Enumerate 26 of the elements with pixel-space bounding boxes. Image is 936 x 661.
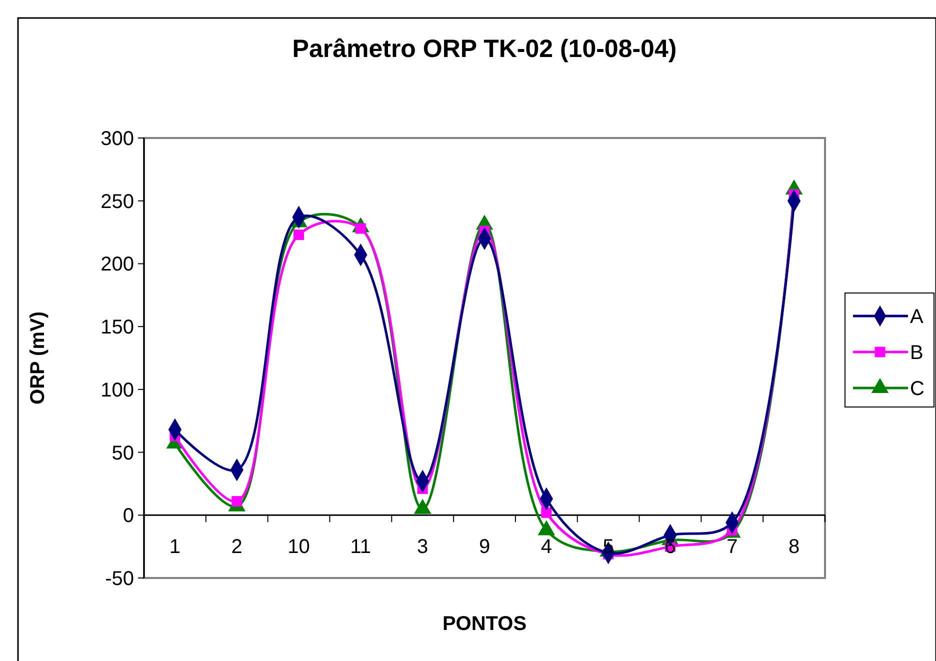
y-tick-label: 300 [100,128,134,150]
y-tick-label: 150 [100,316,134,339]
x-axis-title: PONTOS [442,613,527,635]
x-tick-label: 8 [788,536,800,558]
y-tick-label: 50 [112,442,134,464]
x-tick-label: 7 [726,536,738,558]
x-tick-label: 2 [231,536,242,558]
y-tick-label: -50 [105,568,134,590]
chart-title: Parâmetro ORP TK-02 (10-08-04) [292,35,677,63]
y-tick-label: 250 [100,190,134,213]
y-axis-title: ORP (mV) [27,312,49,404]
x-tick-label: 10 [288,536,310,558]
legend-label: C [910,378,924,400]
point [232,496,242,507]
point [541,507,552,518]
legend-label: B [910,342,924,364]
x-tick-label: 9 [478,536,490,558]
x-tick-label: 4 [540,536,552,558]
x-tick-label: 1 [169,536,181,558]
y-tick-label: 200 [100,254,134,276]
legend-label: A [910,306,924,328]
point [294,230,304,240]
y-tick-label: 100 [100,379,134,402]
y-tick-label: 0 [122,505,134,528]
x-tick-label: 11 [350,536,372,558]
x-tick-label: 3 [417,536,428,558]
